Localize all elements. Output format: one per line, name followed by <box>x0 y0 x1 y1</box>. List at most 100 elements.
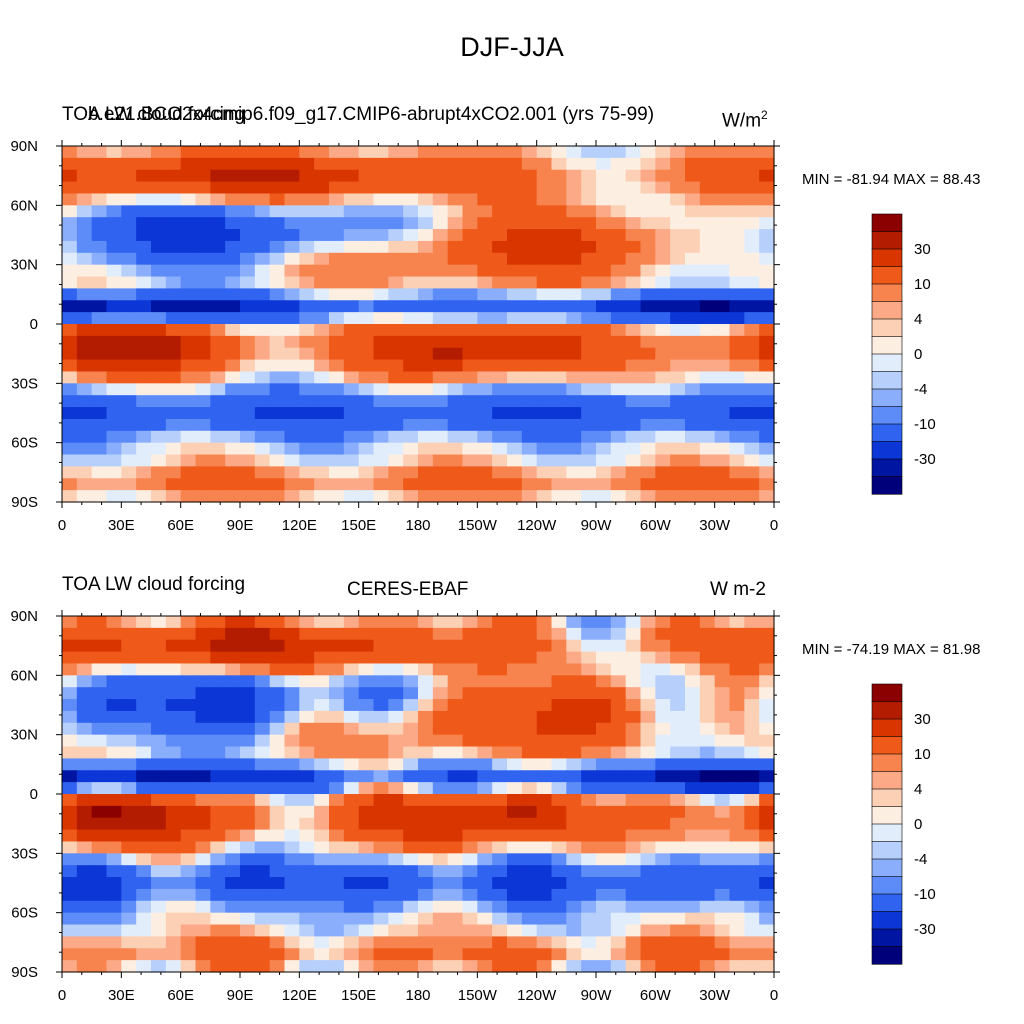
field-cell <box>714 359 731 373</box>
field-cell <box>670 442 686 456</box>
field-cell <box>610 639 627 653</box>
field-cell <box>655 841 671 854</box>
field-cell <box>254 252 271 266</box>
field-cell <box>432 948 449 961</box>
field-cell <box>76 722 93 736</box>
field-cell <box>254 710 271 724</box>
field-cell <box>610 217 627 230</box>
field-cell <box>121 490 137 503</box>
field-cell <box>447 699 464 712</box>
field-cell <box>551 888 567 902</box>
field-cell <box>714 312 731 325</box>
field-cell <box>714 169 731 183</box>
field-cell <box>625 300 642 313</box>
colorbar-label: 4 <box>914 781 922 798</box>
field-cell <box>655 312 671 325</box>
field-cell <box>610 324 627 337</box>
field-cell <box>507 948 523 961</box>
field-cell <box>536 347 553 361</box>
field-cell <box>581 687 597 700</box>
field-cell <box>744 240 760 254</box>
field-cell <box>240 699 256 712</box>
field-cell <box>432 627 449 641</box>
field-cell <box>240 817 256 831</box>
field-cell <box>566 699 582 712</box>
field-cell <box>640 616 656 629</box>
field-cell <box>536 324 553 337</box>
field-cell <box>462 948 478 961</box>
field-cell <box>610 383 627 396</box>
field-cell <box>492 960 508 973</box>
field-cell <box>551 948 567 961</box>
field-cell <box>596 663 612 676</box>
field-cell <box>343 181 360 195</box>
field-cell <box>640 229 656 242</box>
field-cell <box>343 383 360 396</box>
field-cell <box>536 442 553 456</box>
field-cell <box>655 359 671 373</box>
colorbar-swatch <box>871 458 903 478</box>
field-cell <box>106 252 122 266</box>
field-cell <box>151 454 167 467</box>
field-cell <box>418 407 434 420</box>
field-cell <box>314 217 330 230</box>
field-cell <box>180 805 197 819</box>
field-cell <box>685 181 701 195</box>
field-cell <box>254 217 271 230</box>
field-cell <box>403 478 419 491</box>
field-cell <box>373 794 389 807</box>
field-cell <box>62 181 78 195</box>
field-cell <box>358 181 375 195</box>
field-cell <box>744 395 760 408</box>
field-cell <box>432 169 449 183</box>
field-cell <box>610 900 627 914</box>
colorbar-swatch <box>871 476 903 495</box>
field-cell <box>195 758 211 771</box>
field-cell <box>625 324 642 337</box>
field-cell <box>492 734 508 748</box>
field-cell <box>536 418 553 432</box>
field-cell <box>581 948 597 961</box>
field-cell <box>685 734 701 748</box>
field-cell <box>284 639 300 653</box>
field-cell <box>240 627 256 641</box>
field-cell <box>121 746 137 759</box>
field-cell <box>655 205 671 218</box>
field-cell <box>447 627 464 641</box>
field-cell <box>759 454 775 467</box>
field-cell <box>492 616 508 629</box>
field-cell <box>462 877 478 890</box>
field-cell <box>566 146 582 159</box>
field-cell <box>180 865 197 878</box>
field-cell <box>447 651 464 665</box>
field-cell <box>329 383 345 396</box>
field-cell <box>521 639 538 653</box>
field-cell <box>640 383 656 396</box>
field-cell <box>284 746 300 759</box>
field-cell <box>699 687 716 700</box>
field-cell <box>447 639 464 653</box>
field-cell <box>640 371 656 384</box>
field-cell <box>269 252 286 266</box>
field-cell <box>432 936 449 949</box>
field-cell <box>195 710 211 724</box>
field-cell <box>225 746 241 759</box>
field-cell <box>195 663 211 676</box>
field-cell <box>62 252 78 266</box>
field-cell <box>358 300 375 313</box>
field-cell <box>225 490 241 503</box>
field-cell <box>180 347 197 361</box>
field-cell <box>165 865 182 878</box>
field-cell <box>240 841 256 854</box>
field-cell <box>284 948 300 961</box>
field-cell <box>343 770 360 783</box>
field-cell <box>388 722 404 736</box>
field-cell <box>759 418 775 432</box>
field-cell <box>418 948 434 961</box>
field-cell <box>685 383 701 396</box>
colorbar-swatch <box>871 788 903 808</box>
field-cell <box>462 782 478 795</box>
field-cell <box>343 687 360 700</box>
field-cell <box>477 276 493 289</box>
field-cell <box>136 264 152 278</box>
